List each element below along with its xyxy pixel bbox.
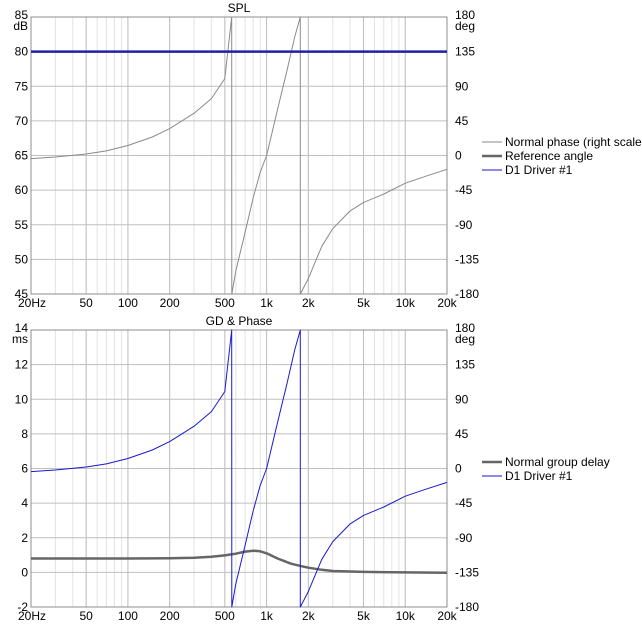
left-tick-label: -2 bbox=[17, 600, 28, 614]
right-tick-label: 90 bbox=[455, 392, 469, 406]
x-tick-label: 500 bbox=[215, 609, 235, 623]
x-tick-label: 5k bbox=[357, 609, 371, 623]
right-tick-label: 180 bbox=[455, 8, 475, 22]
series-line-0 bbox=[31, 549, 448, 574]
left-tick-label: 75 bbox=[15, 79, 29, 93]
left-tick-label: 8 bbox=[21, 427, 28, 441]
right-tick-label: 135 bbox=[455, 358, 475, 372]
left-tick-label: 0 bbox=[21, 565, 28, 579]
plot-frame bbox=[30, 16, 448, 295]
series-line-1 bbox=[30, 329, 448, 608]
series-line-0 bbox=[30, 16, 448, 295]
right-tick-label: -45 bbox=[455, 183, 473, 197]
legend-label: D1 Driver #1 bbox=[505, 163, 573, 177]
right-tick-label: 45 bbox=[455, 427, 469, 441]
right-tick-label: 90 bbox=[455, 79, 469, 93]
right-tick-label: -180 bbox=[455, 287, 479, 301]
legend-label: Reference angle bbox=[505, 149, 593, 163]
right-tick-label: 45 bbox=[455, 114, 469, 128]
right-tick-label: 180 bbox=[455, 321, 475, 335]
left-tick-label: 70 bbox=[15, 114, 29, 128]
x-tick-label: 100 bbox=[118, 296, 138, 310]
left-tick-label: 6 bbox=[21, 462, 28, 476]
legend-label: Normal group delay bbox=[505, 455, 610, 469]
right-tick-label: 0 bbox=[455, 149, 462, 163]
x-tick-label: 200 bbox=[160, 296, 180, 310]
left-tick-label: 60 bbox=[15, 183, 29, 197]
left-tick-label: 80 bbox=[15, 45, 29, 59]
left-tick-label: 45 bbox=[15, 287, 29, 301]
right-tick-label: -90 bbox=[455, 218, 473, 232]
plot-frame bbox=[30, 329, 448, 608]
x-tick-label: 1k bbox=[260, 609, 274, 623]
legend-label: D1 Driver #1 bbox=[505, 469, 573, 483]
chart-title: SPL bbox=[228, 1, 251, 15]
right-tick-label: -135 bbox=[455, 565, 479, 579]
left-tick-label: 55 bbox=[15, 218, 29, 232]
left-tick-label: 50 bbox=[15, 252, 29, 266]
left-tick-label: 4 bbox=[21, 496, 28, 510]
x-tick-label: 100 bbox=[118, 609, 138, 623]
right-tick-label: -180 bbox=[455, 600, 479, 614]
left-axis-unit: dB bbox=[13, 19, 28, 33]
x-tick-label: 5k bbox=[357, 296, 371, 310]
x-tick-label: 500 bbox=[215, 296, 235, 310]
x-tick-label: 10k bbox=[396, 296, 416, 310]
left-axis-unit: ms bbox=[12, 332, 28, 346]
left-tick-label: 10 bbox=[15, 392, 29, 406]
left-tick-label: 85 bbox=[15, 8, 29, 22]
x-tick-label: 50 bbox=[80, 609, 94, 623]
left-tick-label: 14 bbox=[15, 321, 29, 335]
x-tick-label: 50 bbox=[80, 296, 94, 310]
x-tick-label: 10k bbox=[396, 609, 416, 623]
right-tick-label: -90 bbox=[455, 531, 473, 545]
x-tick-label: 1k bbox=[260, 296, 274, 310]
legend-label: Normal phase (right scale) bbox=[505, 135, 642, 149]
right-tick-label: -45 bbox=[455, 496, 473, 510]
right-tick-label: 0 bbox=[455, 462, 462, 476]
x-tick-label: 20k bbox=[437, 609, 457, 623]
left-tick-label: 2 bbox=[21, 531, 28, 545]
right-tick-label: 135 bbox=[455, 45, 475, 59]
right-axis-unit: deg bbox=[455, 332, 475, 346]
right-tick-label: -135 bbox=[455, 252, 479, 266]
x-tick-label: 20Hz bbox=[18, 609, 46, 623]
x-tick-label: 2k bbox=[302, 609, 316, 623]
chart-title: GD & Phase bbox=[206, 314, 273, 328]
x-tick-label: 20Hz bbox=[18, 296, 46, 310]
x-tick-label: 200 bbox=[160, 609, 180, 623]
left-tick-label: 65 bbox=[15, 149, 29, 163]
x-tick-label: 20k bbox=[437, 296, 457, 310]
x-tick-label: 2k bbox=[302, 296, 316, 310]
left-tick-label: 12 bbox=[15, 358, 29, 372]
right-axis-unit: deg bbox=[455, 19, 475, 33]
